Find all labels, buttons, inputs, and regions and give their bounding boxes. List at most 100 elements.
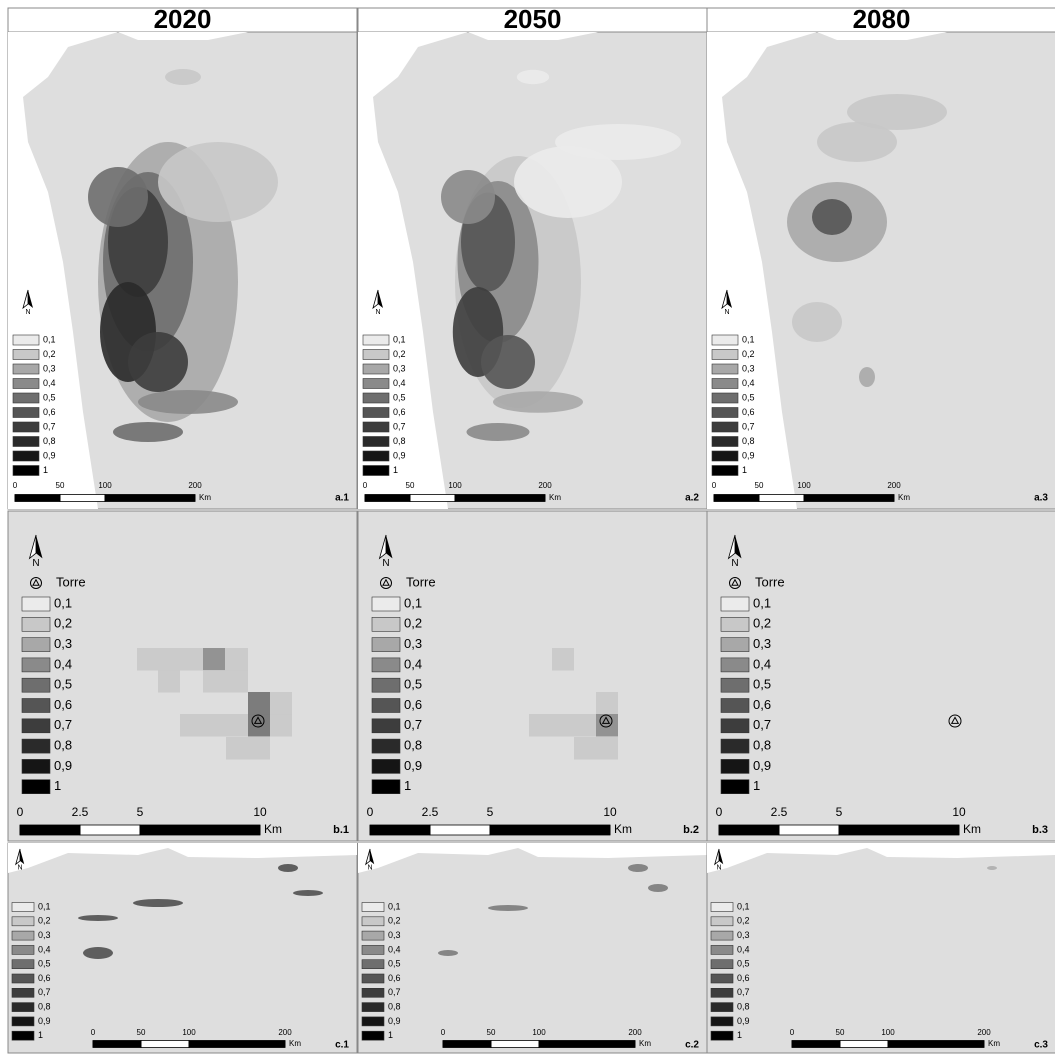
scale-label: 200 [278, 1028, 292, 1037]
legend-swatch [361, 930, 385, 941]
legend-label: 0,3 [393, 363, 406, 373]
legend-swatch [371, 677, 401, 693]
legend-label: 0,3 [404, 636, 422, 651]
legend-swatch [12, 378, 40, 389]
scale-segment [718, 824, 780, 836]
legend-label: 0,1 [43, 334, 56, 344]
suitability-area [514, 146, 622, 218]
scale-label: 2.5 [771, 805, 788, 819]
legend-label: 0,8 [404, 738, 422, 753]
scale-label: 50 [137, 1028, 146, 1037]
legend-label: 0,5 [737, 959, 750, 969]
scale-label: 100 [532, 1028, 546, 1037]
legend-label: 0,4 [742, 378, 755, 388]
scale-unit: Km [988, 1039, 1000, 1048]
legend-swatch [12, 436, 40, 447]
panel: N 0,1 0,2 0,3 0,4 0,5 0,6 0,7 0,8 0,9 1 0 50 100 200 Km… [706, 842, 1055, 1054]
legend-swatch [720, 698, 750, 713]
scale-label: 0 [13, 481, 18, 490]
legend-swatch [710, 930, 734, 941]
torre-marker [948, 714, 962, 728]
suitability-area [628, 864, 648, 872]
suitability-area [113, 422, 183, 442]
torre-marker [251, 714, 265, 728]
legend-label: 0,6 [388, 973, 401, 983]
legend-swatch [12, 407, 40, 418]
legend-label: 0,7 [43, 421, 56, 431]
legend-label: 0,2 [43, 349, 56, 359]
legend-swatch [711, 334, 739, 346]
legend-swatch [711, 392, 739, 404]
torre-label: Torre [406, 574, 436, 589]
suitability-area [88, 167, 148, 227]
legend-label: 0,2 [54, 616, 72, 631]
legend-label: 0,4 [43, 378, 56, 388]
legend-label: 1 [753, 778, 760, 793]
header-cell [7, 7, 358, 33]
torre-label: Torre [56, 574, 86, 589]
legend-label: 0,3 [43, 363, 56, 373]
legend-swatch [720, 677, 750, 693]
legend-swatch [711, 349, 739, 360]
legend-label: 0,1 [753, 595, 771, 610]
legend-swatch [710, 959, 734, 970]
legend-swatch [711, 465, 739, 476]
legend-label: 0,4 [388, 944, 401, 954]
scale-segment [92, 1040, 142, 1048]
legend-label: 0,5 [753, 677, 771, 692]
scale-label: 50 [755, 481, 764, 490]
legend-swatch [11, 902, 35, 912]
north-arrow [370, 849, 375, 865]
legend-swatch [21, 677, 51, 693]
legend-label: 0,9 [742, 450, 755, 460]
scale-label: 10 [603, 805, 617, 819]
legend-swatch [362, 465, 390, 476]
legend-label: 0,2 [393, 349, 406, 359]
legend-swatch [371, 779, 401, 795]
legend-label: 0,3 [54, 636, 72, 651]
panel: N 0,1 0,2 0,3 0,4 0,5 0,6 0,7 0,8 0,9 1 0 50 100 200 Km… [357, 31, 708, 510]
panel: N 0,1 0,2 0,3 0,4 0,5 0,6 0,7 0,8 0,9 1 0 50 100 200 Km… [7, 842, 358, 1054]
scale-label: 2.5 [72, 805, 89, 819]
legend-label: 0,8 [38, 1001, 51, 1011]
north-label: N [25, 309, 30, 316]
panel-label: b.3 [1032, 824, 1048, 836]
suitability-area [987, 866, 997, 870]
torre-marker [731, 578, 739, 586]
scale-unit: Km [963, 822, 981, 836]
legend-swatch [12, 465, 40, 476]
scale-segment [369, 824, 431, 836]
legend-swatch [371, 596, 401, 612]
legend-swatch [371, 637, 401, 652]
panel: N 0,1 0,2 0,3 0,4 0,5 0,6 0,7 0,8 0,9 1 0 50 100 200 Km… [7, 31, 358, 510]
panel: N 0,1 0,2 0,3 0,4 0,5 0,6 0,7 0,8 0,9 1 0 50 100 200 Km… [706, 31, 1055, 510]
suitability-area [817, 122, 897, 162]
scale-segment [104, 494, 196, 502]
legend-label: 0,1 [404, 595, 422, 610]
suitability-cell [137, 648, 248, 671]
legend-label: 0,9 [393, 450, 406, 460]
legend-label: 0,8 [393, 436, 406, 446]
scale-label: 100 [98, 481, 112, 490]
legend-swatch [11, 916, 35, 927]
suitability-area [438, 950, 458, 956]
legend-swatch [711, 450, 739, 462]
column-title: 2050 [504, 4, 562, 34]
panel-frame [7, 510, 358, 842]
suitability-cell [203, 648, 225, 671]
scale-segment [713, 494, 760, 502]
scale-label: 100 [182, 1028, 196, 1037]
legend-swatch [711, 407, 739, 418]
legend-label: 0,1 [38, 901, 51, 911]
torre-marker [253, 716, 263, 724]
legend-label: 0,2 [737, 916, 750, 926]
legend-label: 0,3 [742, 363, 755, 373]
legend-label: 0,7 [38, 987, 51, 997]
sky [358, 843, 707, 873]
suitability-cell [529, 714, 618, 737]
legend-swatch [371, 616, 401, 632]
legend-swatch [362, 363, 390, 375]
scale-unit: Km [614, 822, 632, 836]
scale-segment [803, 494, 895, 502]
legend-label: 0,5 [38, 959, 51, 969]
